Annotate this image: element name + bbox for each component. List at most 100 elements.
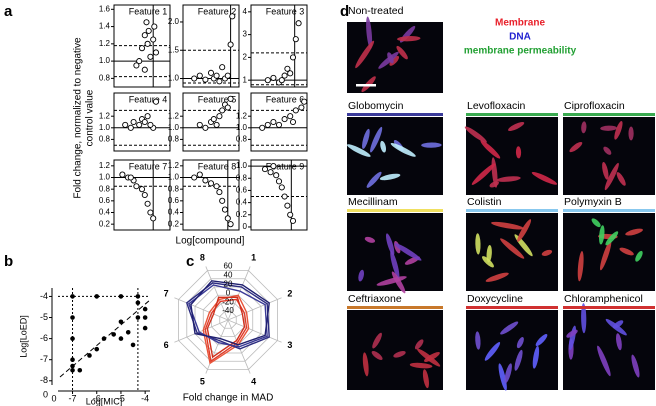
y-tick-label: 1.2 [99,111,111,120]
plot-title: Feature 6 [266,94,305,104]
cell [616,172,626,186]
cell [378,51,399,69]
plot-title: Feature 5 [198,94,237,104]
image-label: Non-treated [348,5,404,17]
y-tick-label: 0.4 [236,198,248,207]
y-tick-label: 0.8 [168,135,180,144]
data-point [135,315,141,320]
plot-frame [182,159,240,231]
cell [614,121,623,140]
data-point [138,186,146,193]
data-point [122,121,129,128]
data-point [281,193,288,200]
cell [515,146,522,159]
data-point [70,336,75,341]
data-point [287,211,294,218]
y-tick-label: 1.2 [168,161,180,170]
data-point [70,357,75,362]
data-point [196,72,203,79]
y-tick-label: 0 [243,222,248,231]
data-point [135,300,141,306]
data-point [301,98,308,105]
cell [541,249,553,256]
data-point [219,64,226,71]
y-tick-label: 1.0 [168,74,180,83]
treatment-bar [347,209,443,212]
cell [581,303,587,334]
y-tick-label: 1.0 [236,123,248,132]
y-tick-label: 0.8 [99,135,111,144]
data-point [229,13,236,20]
cell [599,225,605,245]
y-tick-label: 1.2 [168,111,180,120]
cell [602,161,609,180]
axis-label: 7 [164,289,169,299]
y-tick-label: 1.2 [236,111,248,120]
plot-frame [113,92,171,152]
y-tick-label: 0.4 [168,208,180,217]
spoke [174,297,229,321]
y-tick-label: 1.4 [99,22,111,31]
data-point [138,45,146,52]
data-point [281,72,288,79]
data-point [77,367,83,373]
data-point [118,336,124,341]
y-tick-label: 1.5 [168,45,180,54]
cell [397,36,421,42]
cell [421,142,442,148]
plot-frame [250,159,308,231]
y-tick-label: -8 [40,375,48,385]
plot-title: Feature 2 [198,6,237,16]
cell [631,354,640,378]
image-label: Ciprofloxacin [564,100,625,112]
data-point [287,70,294,77]
cell [480,140,501,159]
data-point [219,197,226,204]
y-tick-label: 0.6 [99,196,111,205]
data-point [152,49,160,56]
axis-label: 1 [251,252,256,262]
image-label: Mecillinam [348,196,398,208]
data-point [70,294,75,299]
cell [471,163,496,185]
cell [485,272,509,282]
cell [535,334,548,347]
y-tick-label: 1.0 [236,161,248,170]
y-tick-label: 1.2 [99,161,111,170]
cell [625,228,643,236]
data-point [270,118,277,126]
cell [380,140,387,153]
image-label: Polymyxin B [564,196,622,208]
cell [581,121,587,134]
plot-title: Feature 7 [129,161,168,171]
microscopy-image [466,310,558,390]
cell [372,332,382,349]
spoke [227,319,282,343]
data-point [287,113,294,120]
y-axis-label: Fold change, normalized to negative [73,37,84,199]
plot-frame [250,4,308,88]
cell [516,337,524,349]
cell [385,233,395,256]
cell [498,363,507,391]
data-point [224,104,231,111]
cell [532,345,540,369]
data-point [196,121,203,128]
r-tick-label: 20 [224,279,233,288]
cell [391,271,406,294]
x-tick-label: -7 [69,393,77,403]
cell [366,16,373,49]
series-line [206,296,246,359]
cell [514,349,523,371]
y-tick-label: -7 [40,354,48,364]
spoke [227,266,251,321]
y-tick-label: 1.0 [168,123,180,132]
data-point [191,174,198,181]
data-point [70,367,75,373]
cell [414,339,424,350]
cell [346,144,371,157]
data-point [275,178,283,185]
scale-bar [356,84,376,87]
r-tick-label: 40 [224,270,233,279]
cell [423,352,440,362]
